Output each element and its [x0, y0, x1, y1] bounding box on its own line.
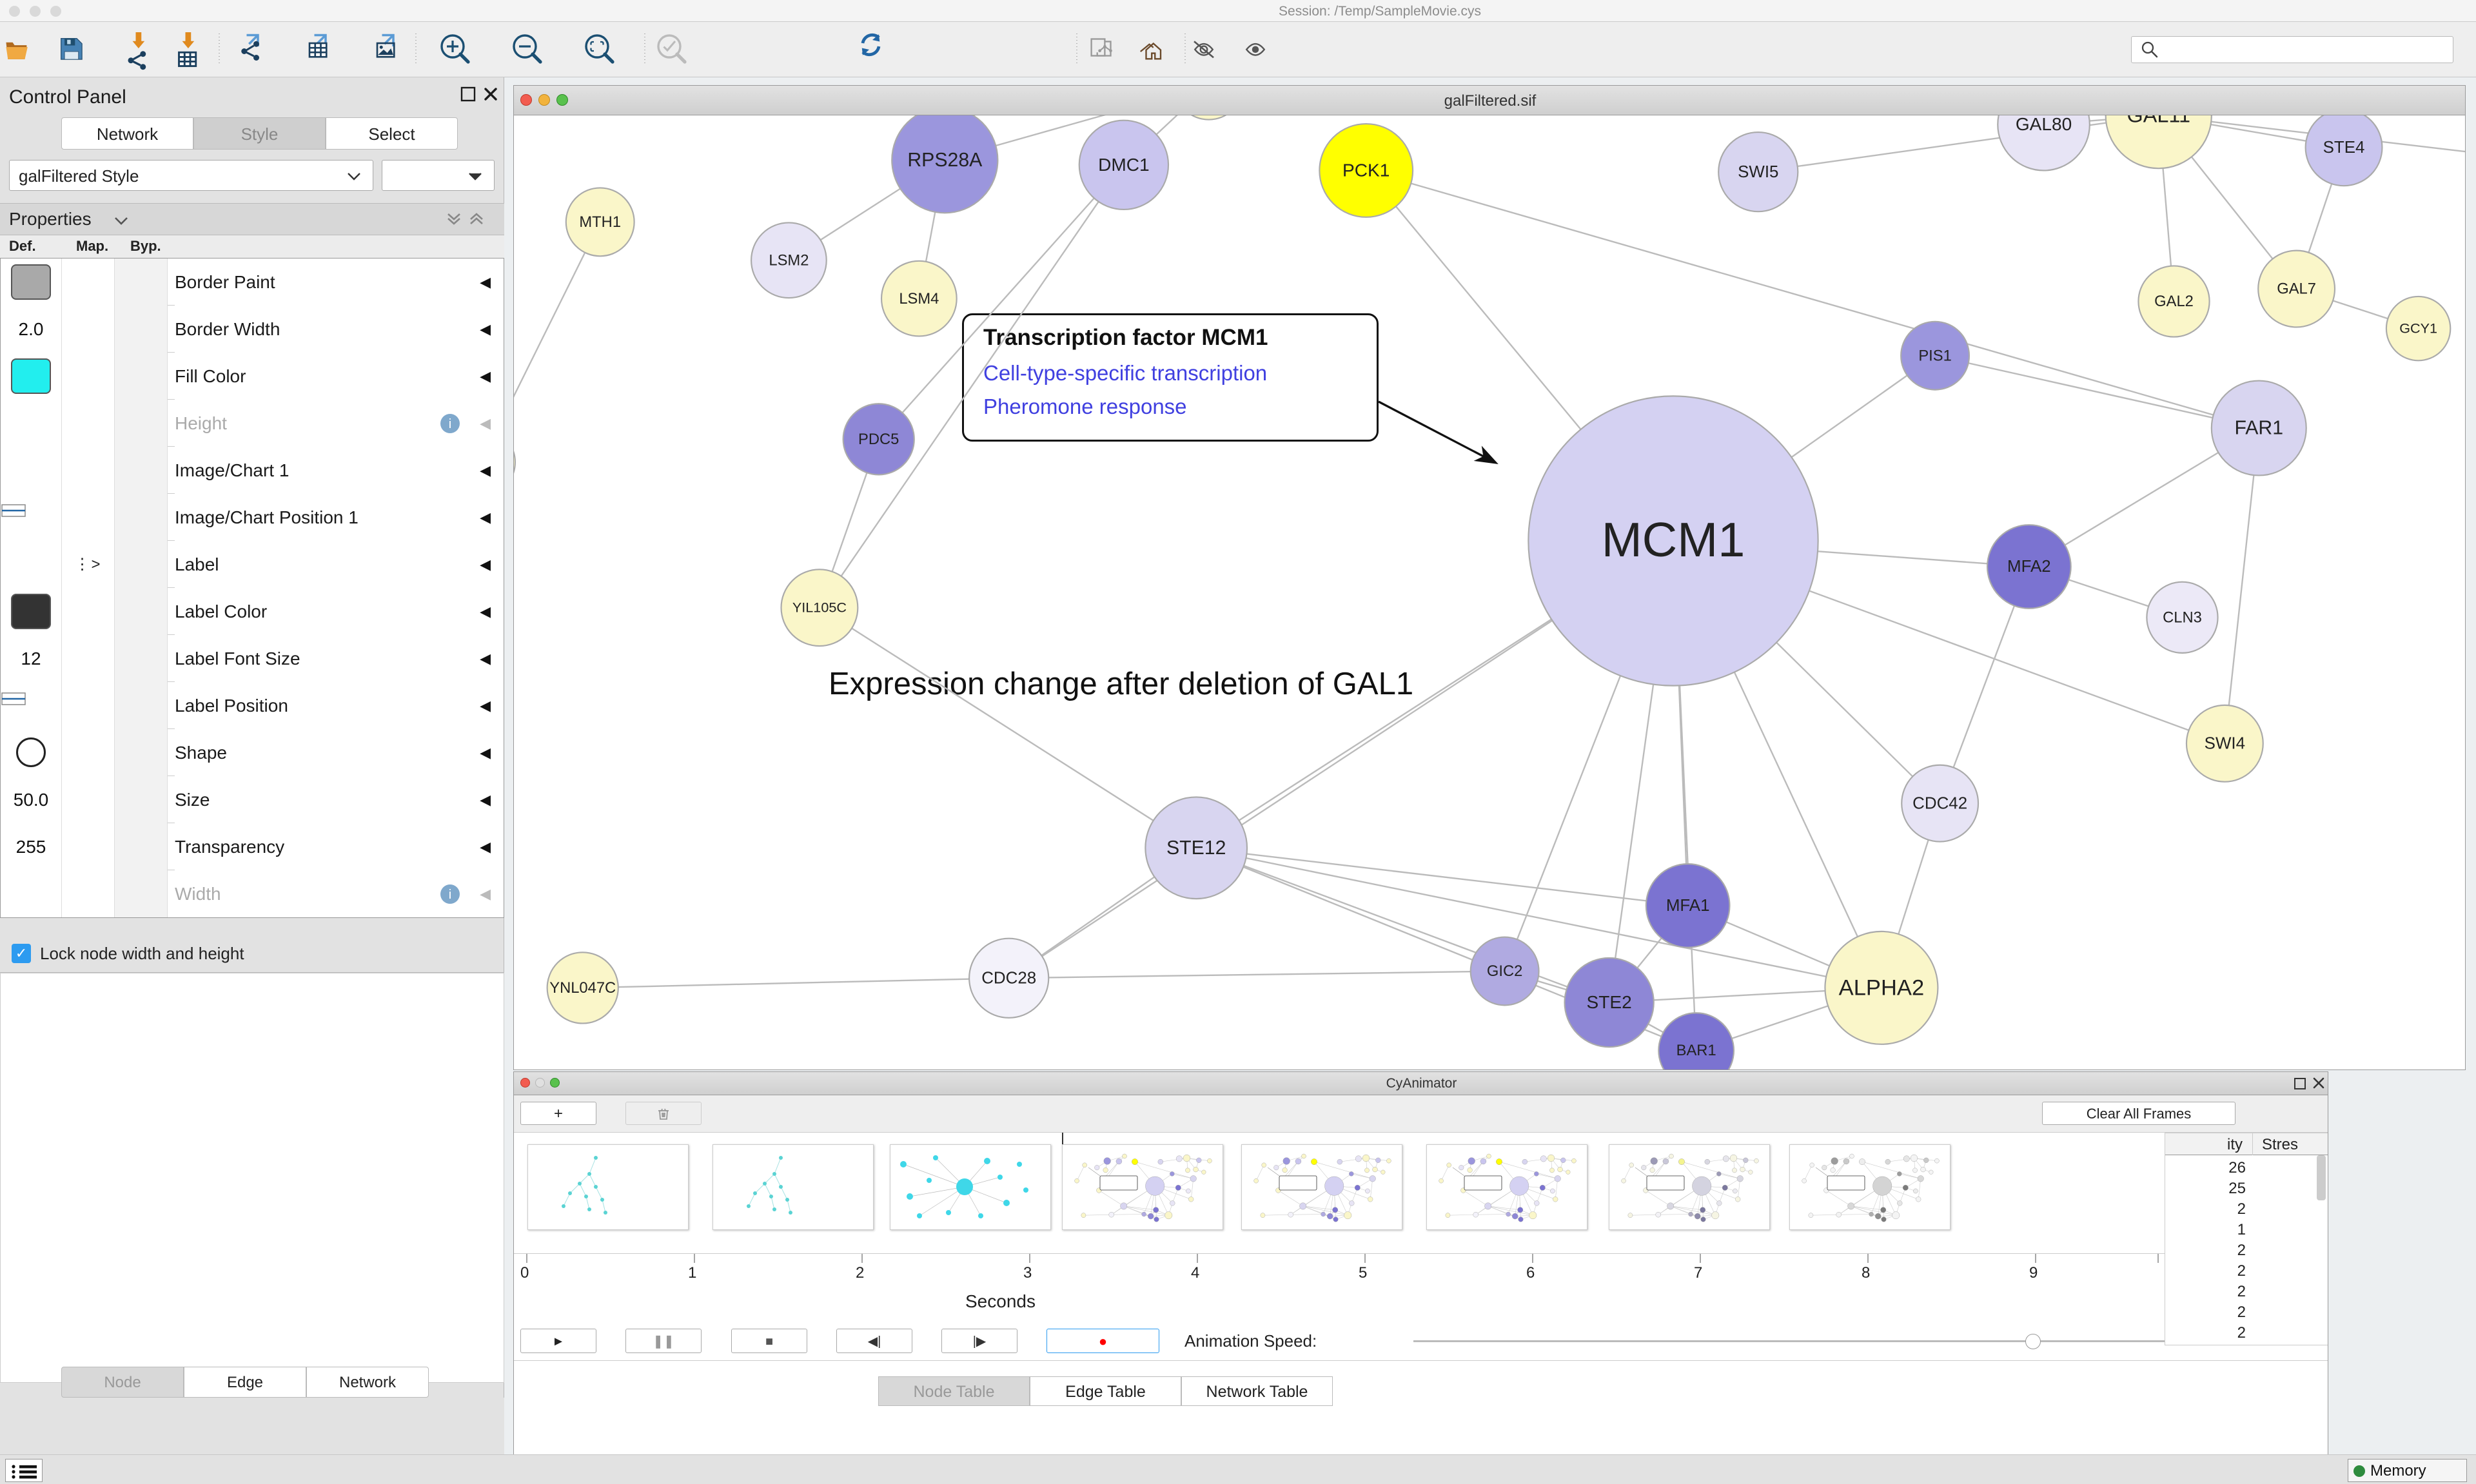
- svg-text:MTH1: MTH1: [579, 213, 621, 231]
- svg-text:SWI4: SWI4: [2205, 735, 2245, 753]
- svg-text:GCY1: GCY1: [2399, 320, 2437, 337]
- svg-text:DMC1: DMC1: [1098, 155, 1150, 175]
- svg-text:CLN3: CLN3: [2163, 609, 2202, 626]
- svg-text:CDC28: CDC28: [981, 970, 1036, 988]
- svg-text:FAR1: FAR1: [2234, 418, 2283, 439]
- svg-text:CDC42: CDC42: [1912, 794, 1967, 812]
- svg-text:STE4: STE4: [2323, 139, 2365, 157]
- svg-text:MFA1: MFA1: [1666, 897, 1710, 915]
- svg-text:YNL047C: YNL047C: [549, 979, 616, 997]
- svg-text:PDC5: PDC5: [858, 431, 899, 448]
- svg-text:MCM1: MCM1: [1602, 513, 1745, 567]
- svg-text:GIC2: GIC2: [1487, 962, 1522, 980]
- svg-text:SWI5: SWI5: [1738, 163, 1778, 181]
- svg-text:GAL11: GAL11: [2127, 115, 2190, 126]
- svg-text:ALPHA2: ALPHA2: [1839, 975, 1925, 1000]
- svg-text:STE2: STE2: [1587, 992, 1632, 1012]
- svg-text:GAL2: GAL2: [2154, 293, 2194, 310]
- svg-text:GAL7: GAL7: [2277, 280, 2316, 298]
- svg-text:i: i: [449, 888, 451, 902]
- svg-text:RPS28A: RPS28A: [907, 150, 983, 171]
- svg-text:LSM4: LSM4: [899, 290, 939, 308]
- svg-text:BAR1: BAR1: [1676, 1042, 1716, 1059]
- svg-text:YIL105C: YIL105C: [792, 600, 847, 616]
- svg-text:LSM2: LSM2: [769, 251, 809, 269]
- svg-text:MFA2: MFA2: [2007, 558, 2051, 576]
- svg-text:PCK1: PCK1: [1342, 160, 1390, 180]
- svg-text:GAL80: GAL80: [2016, 115, 2072, 134]
- svg-text:PIS1: PIS1: [1918, 347, 1952, 364]
- svg-text:STE12: STE12: [1166, 837, 1226, 859]
- svg-text:i: i: [449, 417, 451, 431]
